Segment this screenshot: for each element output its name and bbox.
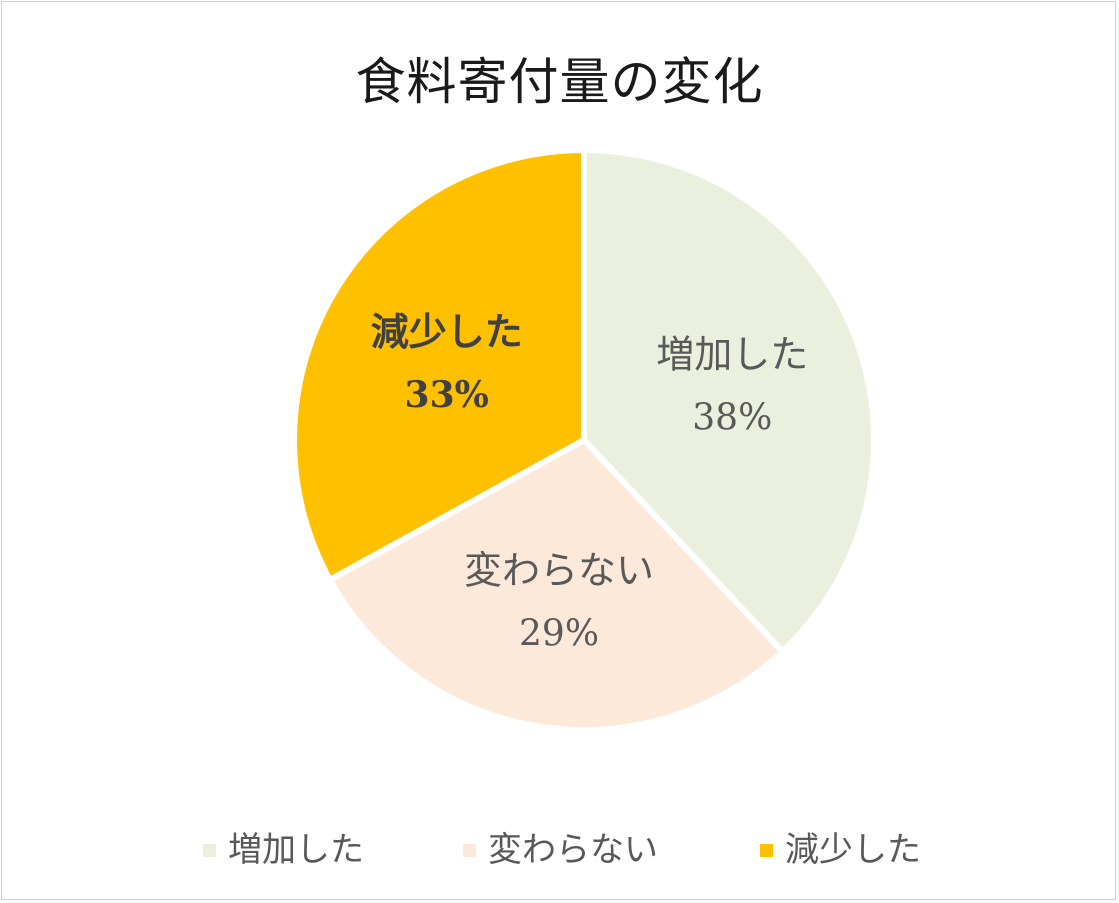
legend-swatch-increased [203, 843, 216, 857]
legend-item-unchanged: 変わらない [463, 826, 658, 874]
pie-slice-decreased [291, 147, 587, 583]
data-label-category-increased: 増加した [656, 332, 808, 376]
pie-slices [291, 147, 877, 733]
legend: 増加した 変わらない 減少した [0, 826, 1119, 874]
pie-data-labels: 増加した 38% 変わらない 29% 減少した 33% [371, 309, 809, 655]
data-label-category-unchanged: 変わらない [464, 549, 654, 593]
legend-label-decreased: 減少した [785, 830, 921, 870]
pie-slice-increased [581, 147, 877, 655]
data-label-value-decreased: 33% [405, 374, 489, 416]
data-label-value-unchanged: 29% [519, 614, 599, 655]
legend-label-increased: 増加した [228, 830, 364, 870]
legend-swatch-unchanged [463, 843, 476, 857]
legend-swatch-decreased [760, 843, 773, 857]
data-label-value-increased: 38% [692, 397, 772, 438]
legend-item-increased: 増加した [203, 826, 364, 874]
legend-item-decreased: 減少した [760, 826, 921, 874]
pie-slice-unchanged [326, 437, 786, 733]
chart-title: 食料寄付量の変化 [355, 53, 764, 111]
legend-label-unchanged: 変わらない [488, 830, 658, 870]
data-label-category-decreased: 減少した [371, 309, 523, 354]
